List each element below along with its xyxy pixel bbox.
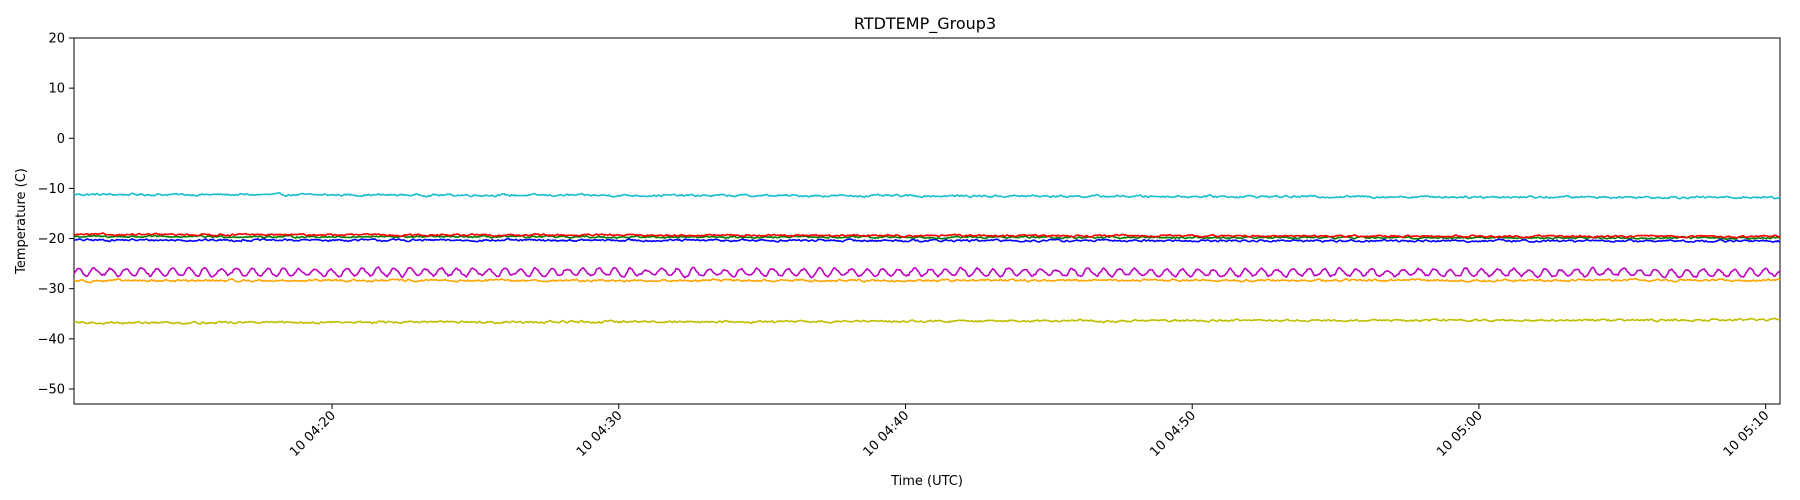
y-tick-label: −20 xyxy=(38,232,65,247)
series-line-6 xyxy=(73,277,1781,284)
x-tick-label: 10 04:30 xyxy=(574,408,626,460)
chart-title: RTDTEMP_Group3 xyxy=(854,14,996,34)
series-line-1 xyxy=(73,192,1781,200)
y-tick-label: −40 xyxy=(38,332,65,347)
y-tick-label: 0 xyxy=(57,132,65,147)
series-line-4 xyxy=(73,232,1781,239)
x-tick-label: 10 04:40 xyxy=(861,408,913,460)
y-tick-label: −50 xyxy=(38,382,65,397)
series-group xyxy=(73,192,1781,325)
x-axis-label: Time (UTC) xyxy=(890,474,963,489)
series-line-5 xyxy=(73,266,1781,279)
x-tick-label: 10 04:50 xyxy=(1147,408,1199,460)
y-tick-label: −10 xyxy=(38,182,65,197)
y-tick-label: −30 xyxy=(38,282,65,297)
y-tick-label: 10 xyxy=(48,82,65,97)
y-axis-label: Temperature (C) xyxy=(14,168,29,275)
x-axis: 10 04:20 10 04:30 10 04:40 10 04:50 10 05:00… xyxy=(287,404,1772,460)
y-tick-label: 20 xyxy=(48,32,65,47)
plot-frame xyxy=(73,37,1781,405)
series-line-2 xyxy=(73,237,1781,243)
series-line-7 xyxy=(73,317,1781,325)
y-axis: 20 10 0 −10 −20 −30 −40 −50 xyxy=(38,32,74,397)
x-tick-label: 10 05:10 xyxy=(1721,408,1773,460)
x-tick-label: 10 04:20 xyxy=(287,408,339,460)
x-tick-label: 10 05:00 xyxy=(1434,408,1486,460)
